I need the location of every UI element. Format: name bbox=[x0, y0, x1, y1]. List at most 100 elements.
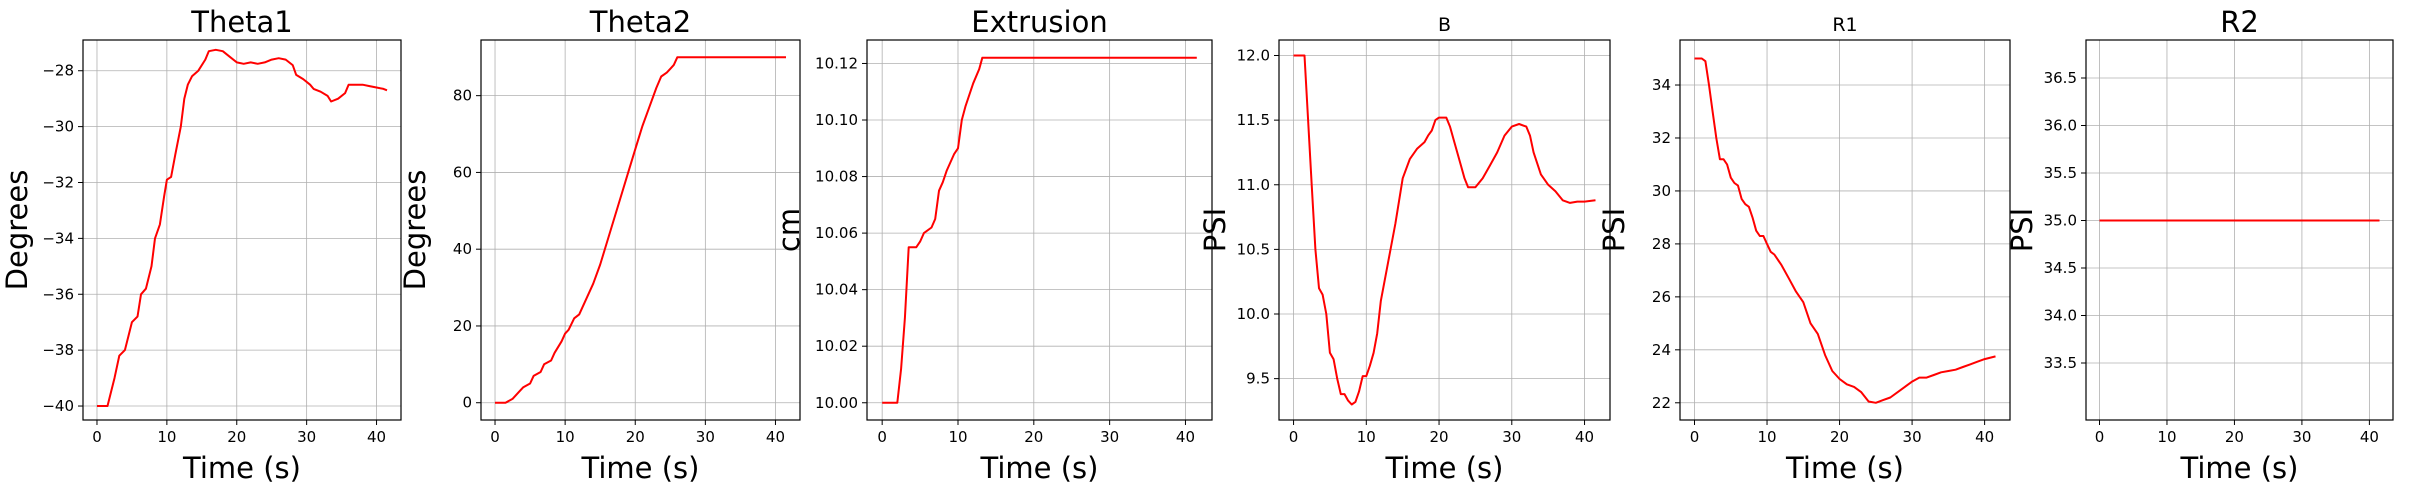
x-tick-label: 40 bbox=[1975, 428, 1994, 446]
y-axis-label: PSI bbox=[2005, 208, 2039, 252]
chart-title: B bbox=[1438, 14, 1451, 36]
y-axis-label: PSI bbox=[1198, 208, 1232, 252]
y-tick-label: 0 bbox=[462, 394, 472, 412]
series-line bbox=[1293, 54, 1596, 406]
y-axis-label: Degrees bbox=[398, 170, 432, 291]
y-tick-label: −28 bbox=[42, 62, 74, 80]
subplot-b: 0 10 20 30 40 9.5 10.0 10.5 11.0 11.5 12.0 B Time (s… bbox=[1198, 14, 1611, 485]
axes-frame bbox=[480, 39, 801, 421]
series-line bbox=[882, 56, 1197, 404]
chart-title: Theta1 bbox=[190, 5, 293, 39]
x-tick-label: 40 bbox=[1575, 428, 1594, 446]
y-tick-label: 10.0 bbox=[1237, 305, 1270, 323]
y-tick-label: 10.10 bbox=[815, 111, 858, 129]
x-tick-label: 10 bbox=[1757, 428, 1776, 446]
axes-frame bbox=[1679, 39, 2011, 421]
subplot-theta2: 0 10 20 30 40 0 20 40 60 80 Theta2 Time (s) Degrees bbox=[398, 5, 801, 485]
x-tick-label: 30 bbox=[1100, 428, 1119, 446]
y-tick-label: 34 bbox=[1652, 76, 1671, 94]
y-tick-label: 80 bbox=[453, 87, 472, 105]
y-tick-label: 34.0 bbox=[2044, 307, 2077, 325]
x-tick-label: 40 bbox=[367, 428, 386, 446]
y-tick-label: 22 bbox=[1652, 394, 1671, 412]
y-tick-label: 36.5 bbox=[2044, 69, 2077, 87]
y-tick-label: 10.04 bbox=[815, 281, 858, 299]
x-tick-label: 0 bbox=[1690, 428, 1700, 446]
subplot-theta1: 0 10 20 30 40 −40 −38 −36 −34 −32 −30 −28 Theta1 Time… bbox=[0, 5, 402, 485]
y-axis-label: Degrees bbox=[0, 170, 34, 291]
series-line bbox=[97, 48, 388, 407]
y-tick-label: 11.0 bbox=[1237, 176, 1270, 194]
x-tick-label: 20 bbox=[2225, 428, 2244, 446]
x-tick-label: 40 bbox=[766, 428, 785, 446]
y-tick-label: −32 bbox=[42, 174, 74, 192]
chart-title: R2 bbox=[2220, 5, 2259, 39]
chart-title: Extrusion bbox=[971, 5, 1107, 39]
x-axis-label: Time (s) bbox=[1385, 451, 1504, 485]
y-tick-label: 24 bbox=[1652, 341, 1671, 359]
y-tick-label: 10.12 bbox=[815, 54, 858, 72]
y-tick-label: 10.5 bbox=[1237, 240, 1270, 258]
subplot-r1: 0 10 20 30 40 22 24 26 28 30 32 34 R1 Time (s) PSI bbox=[1597, 14, 2011, 485]
x-tick-label: 0 bbox=[1289, 428, 1299, 446]
y-tick-label: 34.5 bbox=[2044, 259, 2077, 277]
x-tick-label: 20 bbox=[1024, 428, 1043, 446]
x-tick-label: 20 bbox=[1429, 428, 1448, 446]
y-tick-label: 12.0 bbox=[1237, 47, 1270, 65]
series-line bbox=[1694, 57, 1996, 404]
y-axis-label: PSI bbox=[1597, 208, 1631, 252]
x-tick-label: 30 bbox=[696, 428, 715, 446]
y-tick-label: 10.08 bbox=[815, 168, 858, 186]
x-tick-label: 20 bbox=[626, 428, 645, 446]
x-tick-label: 10 bbox=[1357, 428, 1376, 446]
y-tick-label: −38 bbox=[42, 341, 74, 359]
x-tick-label: 30 bbox=[2292, 428, 2311, 446]
x-axis-label: Time (s) bbox=[980, 451, 1099, 485]
x-tick-label: 20 bbox=[1830, 428, 1849, 446]
x-tick-label: 10 bbox=[948, 428, 967, 446]
y-tick-label: 60 bbox=[453, 163, 472, 181]
axes-frame bbox=[2085, 39, 2394, 421]
x-axis-label: Time (s) bbox=[2180, 451, 2299, 485]
y-tick-label: 40 bbox=[453, 240, 472, 258]
x-tick-label: 10 bbox=[556, 428, 575, 446]
y-tick-label: 28 bbox=[1652, 235, 1671, 253]
x-axis-label: Time (s) bbox=[581, 451, 700, 485]
x-tick-label: 30 bbox=[1903, 428, 1922, 446]
y-tick-label: 10.02 bbox=[815, 337, 858, 355]
y-tick-label: 32 bbox=[1652, 129, 1671, 147]
y-tick-label: −34 bbox=[42, 229, 74, 247]
x-tick-label: 30 bbox=[297, 428, 316, 446]
y-tick-label: 9.5 bbox=[1246, 370, 1270, 388]
x-tick-label: 10 bbox=[157, 428, 176, 446]
y-tick-label: −40 bbox=[42, 397, 74, 415]
x-tick-label: 0 bbox=[490, 428, 500, 446]
x-tick-label: 0 bbox=[2095, 428, 2105, 446]
x-tick-label: 40 bbox=[1176, 428, 1195, 446]
y-axis-label: cm bbox=[772, 208, 806, 252]
subplot-extrusion: 0 10 20 30 40 10.00 10.02 10.04 10.06 10.08 10.10 1… bbox=[772, 5, 1213, 485]
y-tick-label: 10.00 bbox=[815, 394, 858, 412]
x-axis-label: Time (s) bbox=[1785, 451, 1904, 485]
chart-title: R1 bbox=[1832, 14, 1857, 36]
axes-frame bbox=[866, 39, 1213, 421]
y-tick-label: 36.0 bbox=[2044, 117, 2077, 135]
x-axis-label: Time (s) bbox=[182, 451, 301, 485]
y-tick-label: 26 bbox=[1652, 288, 1671, 306]
axes-frame bbox=[1278, 39, 1611, 421]
subplot-r2: 0 10 20 30 40 33.5 34.0 34.5 35.0 35.5 36.0 36.5 R2 T… bbox=[2005, 5, 2394, 485]
y-tick-label: 33.5 bbox=[2044, 354, 2077, 372]
y-tick-label: 35.5 bbox=[2044, 164, 2077, 182]
y-tick-label: 11.5 bbox=[1237, 111, 1270, 129]
x-tick-label: 20 bbox=[227, 428, 246, 446]
x-tick-label: 0 bbox=[877, 428, 887, 446]
x-tick-label: 30 bbox=[1502, 428, 1521, 446]
y-tick-label: 20 bbox=[453, 317, 472, 335]
y-tick-label: 30 bbox=[1652, 182, 1671, 200]
x-tick-label: 10 bbox=[2157, 428, 2176, 446]
y-tick-label: −30 bbox=[42, 118, 74, 136]
axes-frame bbox=[82, 39, 402, 421]
y-tick-label: 35.0 bbox=[2044, 212, 2077, 230]
series-line bbox=[495, 56, 786, 404]
